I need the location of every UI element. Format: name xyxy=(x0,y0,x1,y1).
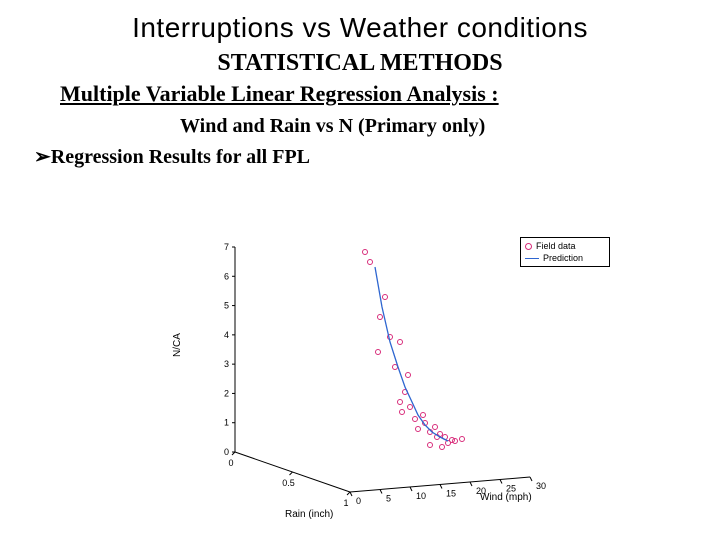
regression-subheading: Multiple Variable Linear Regression Anal… xyxy=(60,81,720,107)
y-axis-label: Wind (mph) xyxy=(480,492,532,503)
legend-field-data-label: Field data xyxy=(536,241,576,251)
slide-title: Interruptions vs Weather conditions xyxy=(0,12,720,44)
svg-text:6: 6 xyxy=(224,271,229,281)
chart-svg: 0123456700.51051015202530 xyxy=(200,237,560,527)
svg-text:7: 7 xyxy=(224,242,229,252)
legend-prediction: Prediction xyxy=(525,252,605,264)
legend-prediction-label: Prediction xyxy=(543,253,583,263)
svg-text:1: 1 xyxy=(224,418,229,428)
wind-rain-heading: Wind and Rain vs N (Primary only) xyxy=(180,115,720,138)
svg-text:30: 30 xyxy=(536,481,546,491)
regression-3d-chart: Field data Prediction 0123456700.5105101… xyxy=(200,237,560,527)
legend-field-data: Field data xyxy=(525,240,605,252)
chart-legend: Field data Prediction xyxy=(520,237,610,267)
svg-text:0: 0 xyxy=(224,447,229,457)
svg-text:3: 3 xyxy=(224,359,229,369)
line-marker-icon xyxy=(525,258,539,259)
svg-text:15: 15 xyxy=(446,489,456,499)
svg-text:10: 10 xyxy=(416,491,426,501)
svg-text:0: 0 xyxy=(356,496,361,506)
x-axis-label: Rain (inch) xyxy=(285,509,333,520)
svg-text:5: 5 xyxy=(386,494,391,504)
svg-text:4: 4 xyxy=(224,330,229,340)
svg-text:0.5: 0.5 xyxy=(282,478,295,488)
svg-text:1: 1 xyxy=(343,498,348,508)
svg-text:2: 2 xyxy=(224,388,229,398)
svg-text:5: 5 xyxy=(224,301,229,311)
circle-marker-icon xyxy=(525,243,532,250)
svg-text:0: 0 xyxy=(228,458,233,468)
bullet-regression-results: ➢Regression Results for all FPL xyxy=(34,144,720,169)
z-axis-label: N/CA xyxy=(172,333,183,357)
stat-methods-heading: STATISTICAL METHODS xyxy=(0,50,720,77)
